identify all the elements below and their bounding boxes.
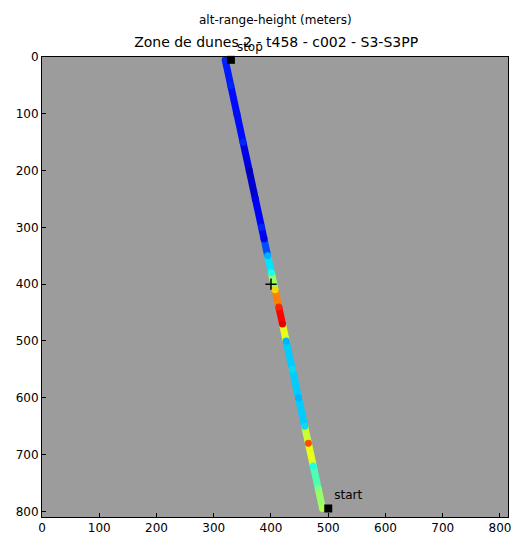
svg-text:700: 700 — [16, 448, 39, 462]
svg-text:700: 700 — [431, 521, 454, 535]
svg-text:300: 300 — [202, 521, 225, 535]
svg-text:0: 0 — [38, 521, 46, 535]
svg-text:400: 400 — [260, 521, 283, 535]
svg-text:200: 200 — [16, 164, 39, 178]
svg-text:100: 100 — [88, 521, 111, 535]
svg-text:500: 500 — [317, 521, 340, 535]
svg-text:0: 0 — [31, 50, 39, 64]
svg-text:500: 500 — [16, 334, 39, 348]
svg-text:alt-range-height (meters): alt-range-height (meters) — [199, 13, 352, 27]
svg-text:start: start — [334, 488, 362, 502]
svg-text:100: 100 — [16, 107, 39, 121]
svg-text:200: 200 — [145, 521, 168, 535]
svg-text:300: 300 — [16, 221, 39, 235]
svg-text:800: 800 — [489, 521, 512, 535]
svg-text:400: 400 — [16, 277, 39, 291]
svg-text:600: 600 — [374, 521, 397, 535]
svg-text:stop: stop — [237, 40, 263, 54]
svg-text:Zone de dunes 2 - t458 - c002: Zone de dunes 2 - t458 - c002 - S3-S3PP — [134, 34, 418, 50]
svg-text:600: 600 — [16, 391, 39, 405]
svg-text:800: 800 — [16, 505, 39, 519]
